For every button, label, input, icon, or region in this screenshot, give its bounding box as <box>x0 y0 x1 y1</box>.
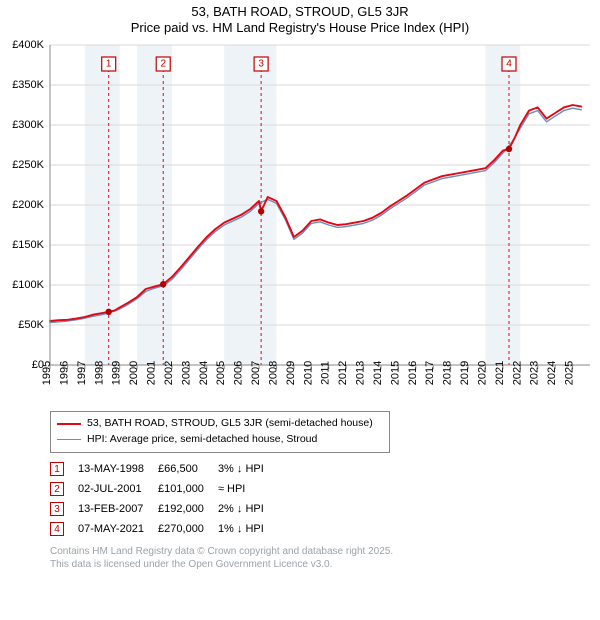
svg-text:£100K: £100K <box>12 279 44 291</box>
svg-text:2024: 2024 <box>546 361 558 385</box>
title-subtitle: Price paid vs. HM Land Registry's House … <box>0 20 600 35</box>
sale-marker-icon: 4 <box>50 522 64 536</box>
svg-text:1999: 1999 <box>111 361 123 385</box>
svg-text:2019: 2019 <box>459 361 471 385</box>
chart: £0£50K£100K£150K£200K£250K£300K£350K£400… <box>0 35 600 405</box>
sale-date: 13-FEB-2007 <box>78 499 158 519</box>
svg-text:2001: 2001 <box>146 361 158 385</box>
svg-text:£50K: £50K <box>18 319 44 331</box>
svg-text:2014: 2014 <box>372 361 384 385</box>
sale-price: £66,500 <box>158 459 218 479</box>
svg-text:2018: 2018 <box>442 361 454 385</box>
svg-text:£200K: £200K <box>12 199 44 211</box>
svg-text:1998: 1998 <box>93 361 105 385</box>
legend-swatch <box>57 423 81 425</box>
svg-text:£400K: £400K <box>12 39 44 51</box>
svg-text:3: 3 <box>258 59 264 70</box>
sale-date: 13-MAY-1998 <box>78 459 158 479</box>
svg-text:£300K: £300K <box>12 119 44 131</box>
sale-price: £270,000 <box>158 519 218 539</box>
svg-text:2007: 2007 <box>250 361 262 385</box>
svg-text:2: 2 <box>160 59 166 70</box>
sale-delta: 2% ↓ HPI <box>218 499 278 519</box>
svg-text:2021: 2021 <box>494 361 506 385</box>
svg-text:2009: 2009 <box>285 361 297 385</box>
table-row: 4 07-MAY-2021£270,0001% ↓ HPI <box>50 519 278 539</box>
svg-text:2017: 2017 <box>424 361 436 385</box>
svg-text:4: 4 <box>506 59 512 70</box>
legend-label: 53, BATH ROAD, STROUD, GL5 3JR (semi-det… <box>87 416 373 432</box>
svg-text:£250K: £250K <box>12 159 44 171</box>
svg-text:£350K: £350K <box>12 79 44 91</box>
svg-text:2002: 2002 <box>163 361 175 385</box>
svg-text:2023: 2023 <box>529 361 541 385</box>
svg-text:1: 1 <box>106 59 112 70</box>
svg-text:2008: 2008 <box>267 361 279 385</box>
svg-text:2020: 2020 <box>476 361 488 385</box>
sales-table: 1 13-MAY-1998£66,5003% ↓ HPI 2 02-JUL-2001£… <box>50 459 278 539</box>
sale-delta: 1% ↓ HPI <box>218 519 278 539</box>
sale-marker-icon: 1 <box>50 462 64 476</box>
svg-text:1997: 1997 <box>76 361 88 385</box>
svg-text:2011: 2011 <box>320 361 332 385</box>
sale-date: 02-JUL-2001 <box>78 479 158 499</box>
legend: 53, BATH ROAD, STROUD, GL5 3JR (semi-det… <box>50 411 390 453</box>
title-address: 53, BATH ROAD, STROUD, GL5 3JR <box>0 4 600 19</box>
sale-delta: 3% ↓ HPI <box>218 459 278 479</box>
sale-price: £101,000 <box>158 479 218 499</box>
root: 53, BATH ROAD, STROUD, GL5 3JR Price pai… <box>0 0 600 571</box>
svg-text:2010: 2010 <box>302 361 314 385</box>
footer-line-1: Contains HM Land Registry data © Crown c… <box>50 545 600 558</box>
svg-text:2004: 2004 <box>198 361 210 385</box>
svg-text:1995: 1995 <box>41 361 53 385</box>
svg-text:£150K: £150K <box>12 239 44 251</box>
svg-text:2013: 2013 <box>355 361 367 385</box>
footer-line-2: This data is licensed under the Open Gov… <box>50 558 600 571</box>
legend-label: HPI: Average price, semi-detached house,… <box>87 432 317 448</box>
legend-item: HPI: Average price, semi-detached house,… <box>57 432 383 448</box>
legend-item: 53, BATH ROAD, STROUD, GL5 3JR (semi-det… <box>57 416 383 432</box>
svg-text:2006: 2006 <box>233 361 245 385</box>
attribution-footer: Contains HM Land Registry data © Crown c… <box>50 545 600 571</box>
svg-text:2003: 2003 <box>180 361 192 385</box>
legend-swatch <box>57 439 81 441</box>
sale-date: 07-MAY-2021 <box>78 519 158 539</box>
sale-delta: ≈ HPI <box>218 479 278 499</box>
chart-svg: £0£50K£100K£150K£200K£250K£300K£350K£400… <box>0 35 600 405</box>
svg-text:2005: 2005 <box>215 361 227 385</box>
svg-text:1996: 1996 <box>58 361 70 385</box>
sale-price: £192,000 <box>158 499 218 519</box>
svg-text:2000: 2000 <box>128 361 140 385</box>
svg-text:2022: 2022 <box>511 361 523 385</box>
svg-text:2015: 2015 <box>389 361 401 385</box>
svg-text:2016: 2016 <box>407 361 419 385</box>
chart-titles: 53, BATH ROAD, STROUD, GL5 3JR Price pai… <box>0 0 600 35</box>
sale-marker-icon: 3 <box>50 502 64 516</box>
svg-text:2025: 2025 <box>564 361 576 385</box>
sale-marker-icon: 2 <box>50 482 64 496</box>
svg-text:2012: 2012 <box>337 361 349 385</box>
table-row: 2 02-JUL-2001£101,000≈ HPI <box>50 479 278 499</box>
table-row: 1 13-MAY-1998£66,5003% ↓ HPI <box>50 459 278 479</box>
table-row: 3 13-FEB-2007£192,0002% ↓ HPI <box>50 499 278 519</box>
